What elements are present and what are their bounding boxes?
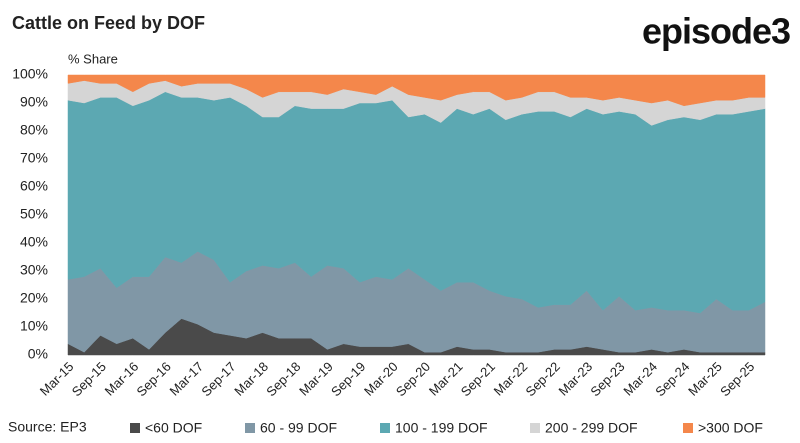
y-tick-label: 60% bbox=[20, 178, 48, 194]
x-tick-label: Mar-24 bbox=[620, 359, 660, 399]
y-tick-label: 90% bbox=[20, 94, 48, 110]
y-tick-label: 50% bbox=[20, 206, 48, 222]
x-tick-label: Sep-16 bbox=[134, 359, 174, 399]
x-tick-label: Mar-15 bbox=[37, 359, 77, 399]
y-tick-label: 100% bbox=[12, 66, 48, 82]
x-tick-label: Sep-23 bbox=[587, 359, 627, 399]
y-tick-label: 40% bbox=[20, 234, 48, 250]
x-tick-label: Sep-24 bbox=[652, 359, 692, 399]
legend-swatch bbox=[130, 423, 140, 433]
x-tick-label: Sep-17 bbox=[198, 359, 238, 399]
logo: episode3 bbox=[642, 11, 790, 52]
y-tick-label: 20% bbox=[20, 290, 48, 306]
legend-label: 100 - 199 DOF bbox=[395, 420, 488, 436]
x-tick-label: Sep-22 bbox=[523, 359, 563, 399]
x-tick-label: Mar-25 bbox=[685, 359, 725, 399]
y-axis-label: % Share bbox=[68, 51, 118, 66]
x-tick-label: Mar-19 bbox=[296, 359, 336, 399]
y-tick-label: 80% bbox=[20, 122, 48, 138]
source: Source: EP3 bbox=[8, 419, 87, 435]
x-tick-label: Sep-18 bbox=[263, 359, 303, 399]
legend-label: 200 - 299 DOF bbox=[545, 420, 638, 436]
x-tick-label: Sep-20 bbox=[393, 359, 433, 399]
area bbox=[67, 74, 766, 107]
y-tick-label: 70% bbox=[20, 150, 48, 166]
chart-title: Cattle on Feed by DOF bbox=[12, 13, 205, 33]
legend-label: <60 DOF bbox=[145, 420, 202, 436]
legend-swatch bbox=[380, 423, 390, 433]
x-tick-label: Mar-18 bbox=[231, 359, 271, 399]
y-tick-label: 0% bbox=[28, 346, 48, 362]
legend-label: 60 - 99 DOF bbox=[260, 420, 337, 436]
x-tick-label: Sep-15 bbox=[69, 359, 109, 399]
x-tick-label: Sep-19 bbox=[328, 359, 368, 399]
y-tick-label: 10% bbox=[20, 318, 48, 334]
x-tick-label: Mar-17 bbox=[166, 359, 206, 399]
legend-swatch bbox=[683, 423, 693, 433]
x-tick-label: Sep-25 bbox=[717, 359, 757, 399]
x-tick-label: Mar-23 bbox=[556, 359, 596, 399]
x-tick-label: Mar-22 bbox=[491, 359, 531, 399]
legend-swatch bbox=[530, 423, 540, 433]
x-tick-label: Mar-21 bbox=[426, 359, 466, 399]
legend-label: >300 DOF bbox=[698, 420, 763, 436]
x-tick-label: Mar-16 bbox=[102, 359, 142, 399]
y-tick-label: 30% bbox=[20, 262, 48, 278]
x-tick-label: Mar-20 bbox=[361, 359, 401, 399]
x-tick-label: Sep-21 bbox=[458, 359, 498, 399]
legend-swatch bbox=[245, 423, 255, 433]
